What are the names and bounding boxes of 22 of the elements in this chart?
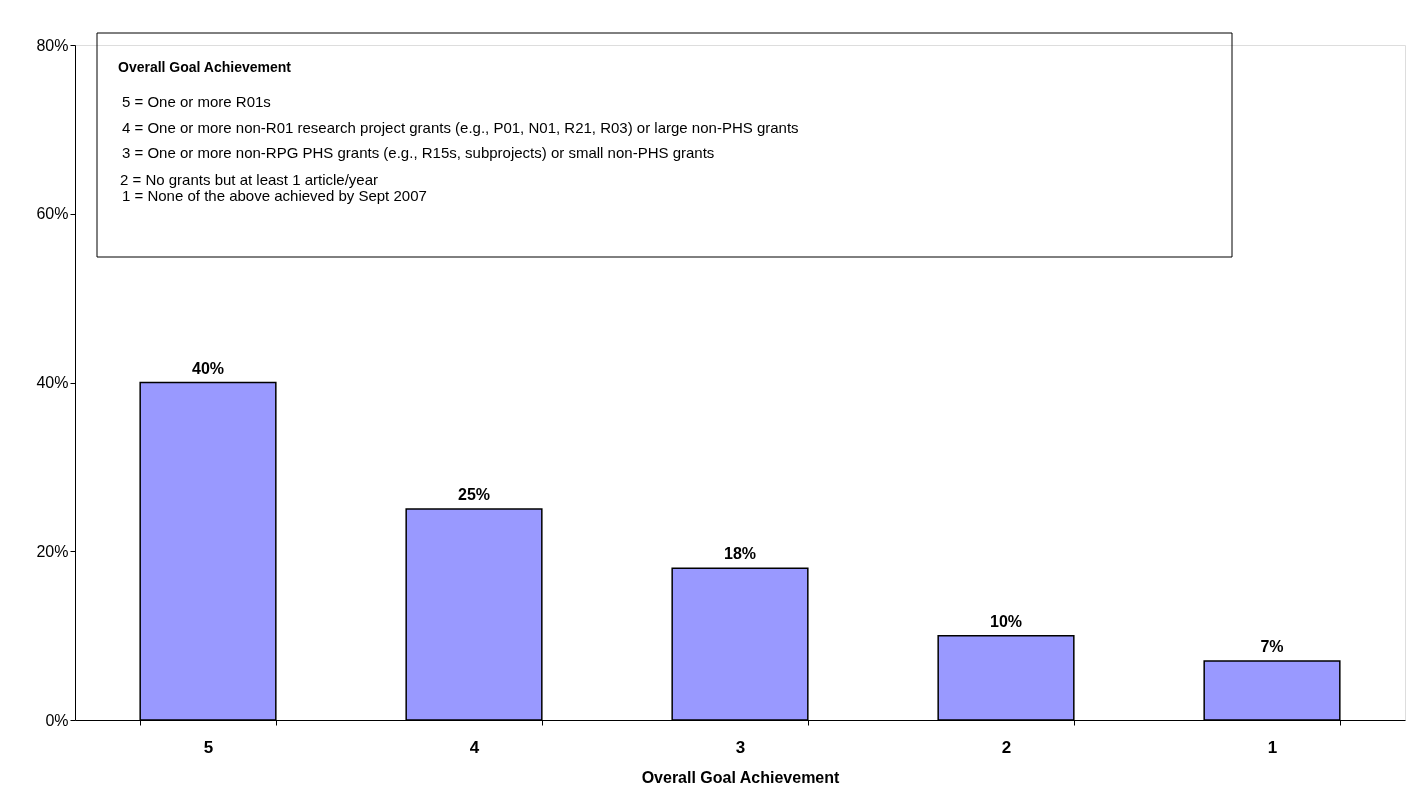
annotation: 4 = One or more non-R01 research project grants (e.g., P01, N01, R21, R03) or large non-PHS grants (122, 119, 799, 136)
annotation: 3 = One or more non-RPG PHS grants (e.g., R15s, subprojects) or small non-PHS grants (122, 144, 715, 161)
y-tick-label: 40% (36, 374, 69, 391)
x-axis-title: Overall Goal Achievement (641, 768, 841, 786)
annotation: 1 = None of the above achieved by Sept 2007 (122, 187, 427, 204)
x-tick-label: 2 (1001, 737, 1012, 757)
annotation: 5 = One or more R01s (122, 93, 271, 110)
y-tick-label: 20% (36, 542, 69, 560)
data-label: 18% (723, 545, 757, 563)
y-tick-label: 60% (36, 205, 69, 223)
x-tick-label: 5 (203, 737, 214, 757)
x-tick-label: 3 (735, 737, 746, 757)
annotation: Overall Goal Achievement (118, 59, 292, 75)
data-label: 7% (1260, 637, 1284, 655)
y-tick-label: 0% (45, 711, 69, 729)
x-tick-label: 1 (1267, 737, 1278, 757)
annotation: 2 = No grants but at least 1 article/year (120, 171, 379, 188)
data-label: 25% (457, 486, 491, 504)
data-label: 40% (191, 359, 225, 377)
x-tick-label: 4 (469, 737, 480, 757)
y-tick-label: 80% (36, 36, 69, 54)
data-label: 10% (989, 612, 1023, 630)
